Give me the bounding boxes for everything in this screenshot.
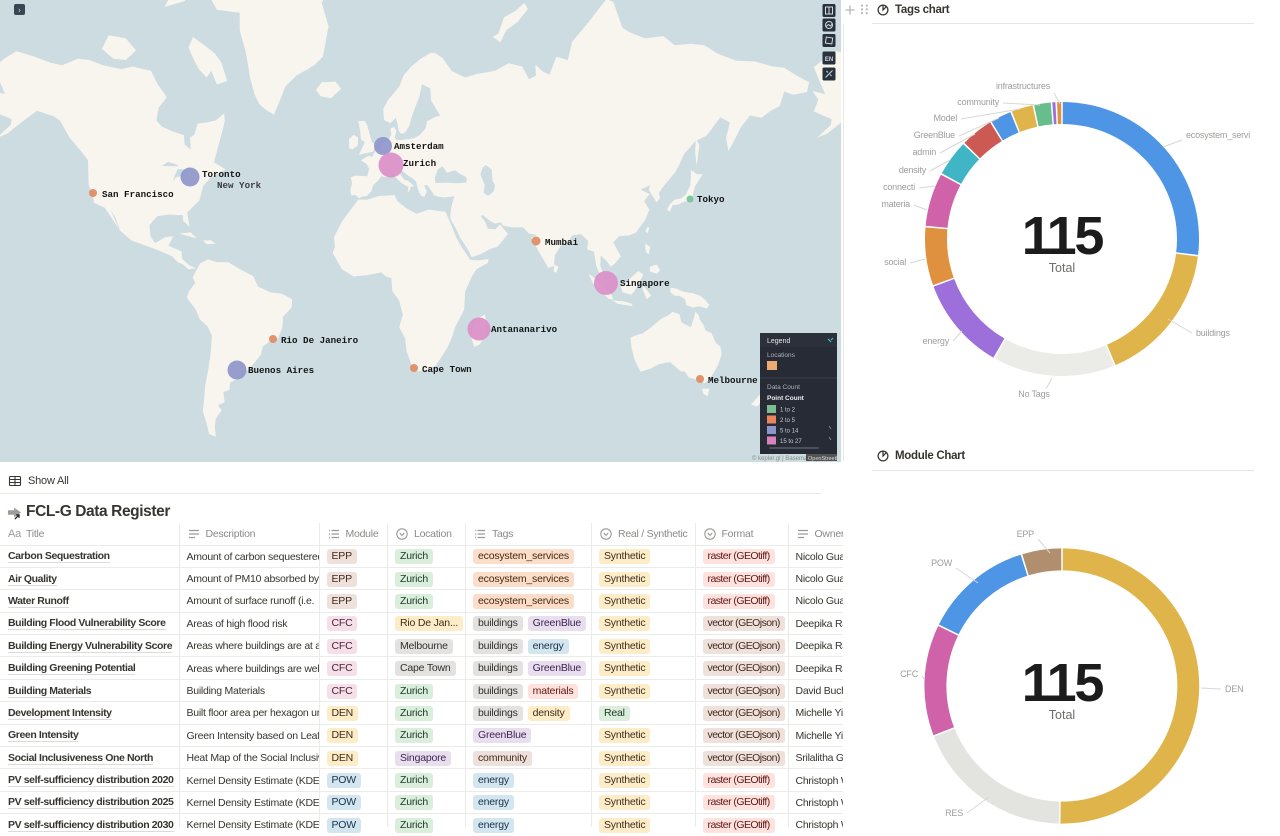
svg-text:Mumbai: Mumbai [545,237,579,248]
svg-text:Toronto: Toronto [202,169,241,180]
svg-text:Rio De Janeiro: Rio De Janeiro [281,335,359,346]
svg-text:EN: EN [825,57,833,63]
svg-text:Locations: Locations [767,352,796,359]
svg-text:social: social [884,257,906,267]
svg-text:infrastructures: infrastructures [996,81,1051,91]
svg-text:CFC: CFC [900,669,919,679]
svg-text:115: 115 [1022,206,1104,266]
svg-text:Total: Total [1049,708,1075,722]
svg-text:RES: RES [945,808,963,818]
svg-text:New York: New York [217,180,262,191]
svg-text:POW: POW [931,558,953,568]
svg-text:Cape Town: Cape Town [422,364,472,375]
svg-text:materia: materia [881,199,910,209]
svg-text:Zurich: Zurich [403,158,436,169]
svg-text:Tokyo: Tokyo [697,194,725,205]
svg-text:115: 115 [1022,653,1104,713]
svg-text:Melbourne: Melbourne [708,375,758,386]
svg-text:No Tags: No Tags [1018,389,1050,399]
svg-text:buildings: buildings [1196,328,1230,338]
svg-text:density: density [899,165,927,175]
svg-text:2 to 5: 2 to 5 [780,418,796,424]
svg-text:Model: Model [933,113,957,123]
svg-text:community: community [957,97,999,107]
svg-text:Buenos Aires: Buenos Aires [248,365,314,376]
svg-text:Total: Total [1049,261,1075,275]
svg-text:© kepler.gl | Basemap by: © kepler.gl | Basemap by [752,455,819,462]
svg-text:admin: admin [912,147,936,157]
svg-text:1 to 2: 1 to 2 [780,408,796,414]
svg-text:Point Count: Point Count [767,395,805,402]
svg-text:›: › [18,6,21,15]
svg-text:15 to 27: 15 to 27 [780,439,802,445]
svg-text:OpenStreetMap: OpenStreetMap [808,456,841,462]
svg-text:Legend: Legend [767,338,790,345]
svg-text:Data Count: Data Count [767,384,800,391]
svg-text:San Francisco: San Francisco [102,189,174,200]
svg-text:Antananarivo: Antananarivo [491,324,558,335]
svg-text:5 to 14: 5 to 14 [780,429,799,435]
svg-text:ecosystem_servi: ecosystem_servi [1186,130,1250,140]
svg-text:Singapore: Singapore [620,278,670,289]
svg-text:energy: energy [923,336,950,346]
svg-text:connecti: connecti [883,182,915,192]
svg-text:EPP: EPP [1017,529,1035,539]
svg-text:Amsterdam: Amsterdam [394,141,444,152]
svg-text:GreenBlue: GreenBlue [914,130,955,140]
svg-text:DEN: DEN [1225,684,1243,694]
